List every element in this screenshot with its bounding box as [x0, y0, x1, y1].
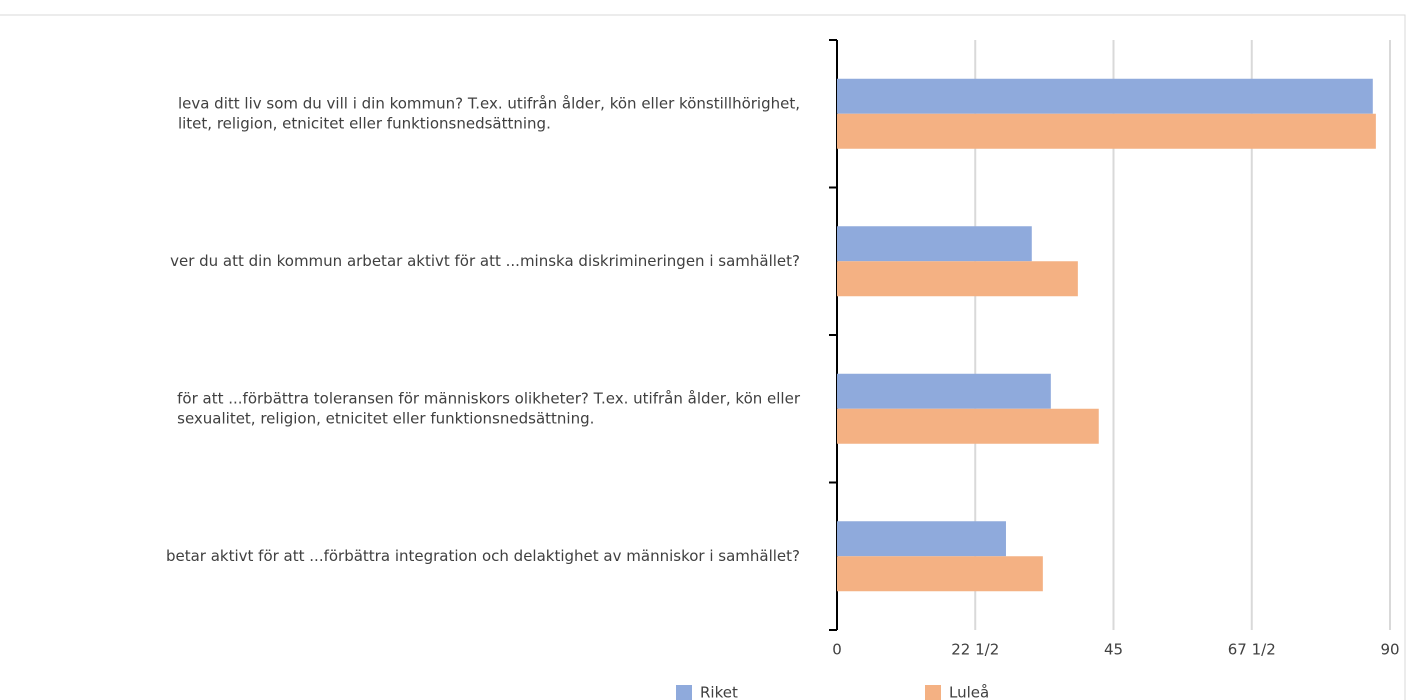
category-label: ver du att din kommun arbetar aktivt för… — [170, 252, 800, 270]
bar — [837, 373, 1051, 409]
chart-frame — [0, 14, 1406, 700]
legend-swatch — [925, 685, 941, 700]
x-tick-label: 45 — [1104, 641, 1123, 659]
x-tick-label: 90 — [1380, 641, 1399, 659]
bar — [837, 556, 1043, 592]
bar — [837, 408, 1099, 444]
bar — [837, 113, 1376, 149]
category-label: betar aktivt för att ...förbättra integr… — [166, 547, 800, 565]
bar — [837, 226, 1032, 262]
bar — [837, 521, 1006, 557]
category-label: litet, religion, etnicitet eller funktio… — [178, 114, 551, 132]
legend-swatch — [676, 685, 692, 700]
category-label: sexualitet, religion, etnicitet eller fu… — [177, 409, 594, 427]
bar — [837, 261, 1078, 297]
legend-label: Riket — [700, 684, 738, 700]
bar — [837, 78, 1373, 114]
x-tick-label: 22 1/2 — [951, 641, 999, 659]
category-label: leva ditt liv som du vill i din kommun? … — [178, 94, 800, 112]
category-label: för att ...förbättra toleransen för männ… — [177, 389, 801, 407]
legend-label: Luleå — [949, 684, 989, 700]
x-tick-label: 0 — [832, 641, 842, 659]
x-tick-label: 67 1/2 — [1228, 641, 1276, 659]
